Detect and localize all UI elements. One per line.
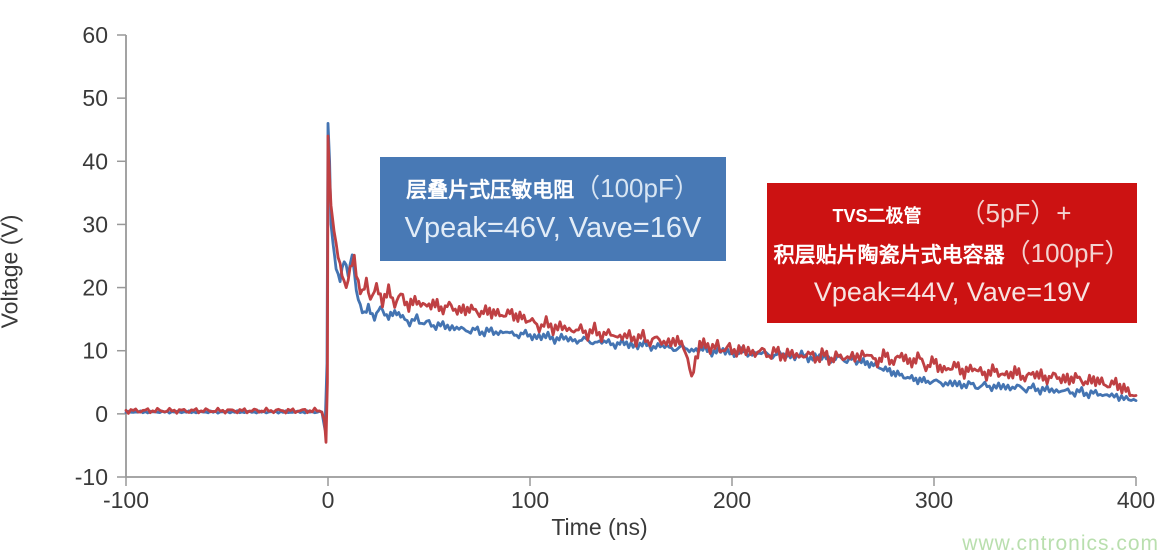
y-tick-label: 10 (82, 338, 108, 364)
varistor-annotation-box: 层叠片式压敏电阻 （100pF） Vpeak=46V, Vave=16V (380, 157, 726, 261)
y-tick-label: 20 (82, 275, 108, 301)
tvs-name: TVS二极管 (832, 206, 922, 227)
capacitor-name: 积层贴片陶瓷片式电容器 (773, 243, 1005, 267)
varistor-measurements-row: Vpeak=46V, Vave=16V (380, 214, 726, 243)
y-tick-label: 50 (82, 85, 108, 111)
series-line-tvs-capacitor (124, 134, 1138, 444)
x-tick-label: 0 (322, 487, 335, 513)
y-tick-label: 60 (82, 22, 108, 48)
x-tick-label: 400 (1117, 487, 1155, 513)
tvs-capacitance: （5pF）+ (959, 198, 1072, 229)
y-tick-label: -10 (75, 464, 108, 490)
tvs-title-row: TVS二极管 （5pF）+ (767, 200, 1137, 226)
tvs-annotation-box: TVS二极管 （5pF）+ 积层贴片陶瓷片式电容器 （100pF） Vpeak=… (767, 183, 1137, 323)
y-tick-label: 30 (82, 211, 108, 237)
y-axis-title-text: Voltage (V) (0, 214, 23, 329)
y-axis-title: Voltage (V) (0, 158, 24, 329)
varistor-capacitance: （100pF） (574, 172, 700, 203)
y-tick-label: 40 (82, 148, 108, 174)
watermark: www.cntronics.com (962, 532, 1159, 555)
x-axis-title: Time (ns) (551, 514, 648, 540)
tvs-vpeak-vave: Vpeak=44V, Vave=19V (813, 276, 1091, 307)
varistor-vpeak-vave: Vpeak=46V, Vave=16V (404, 212, 702, 245)
x-tick-label: 300 (915, 487, 953, 513)
tvs-measurements-row: Vpeak=44V, Vave=19V (767, 276, 1137, 307)
x-tick-label: 200 (713, 487, 751, 513)
varistor-title-row: 层叠片式压敏电阻 （100pF） (380, 175, 726, 201)
varistor-name: 层叠片式压敏电阻 (406, 178, 575, 202)
y-tick-label: 0 (95, 401, 108, 427)
x-tick-label: -100 (103, 487, 149, 513)
capacitor-title-row: 积层贴片陶瓷片式电容器 （100pF） (767, 240, 1137, 266)
capacitor-capacitance: （100pF） (1004, 237, 1131, 268)
x-tick-label: 100 (511, 487, 549, 513)
